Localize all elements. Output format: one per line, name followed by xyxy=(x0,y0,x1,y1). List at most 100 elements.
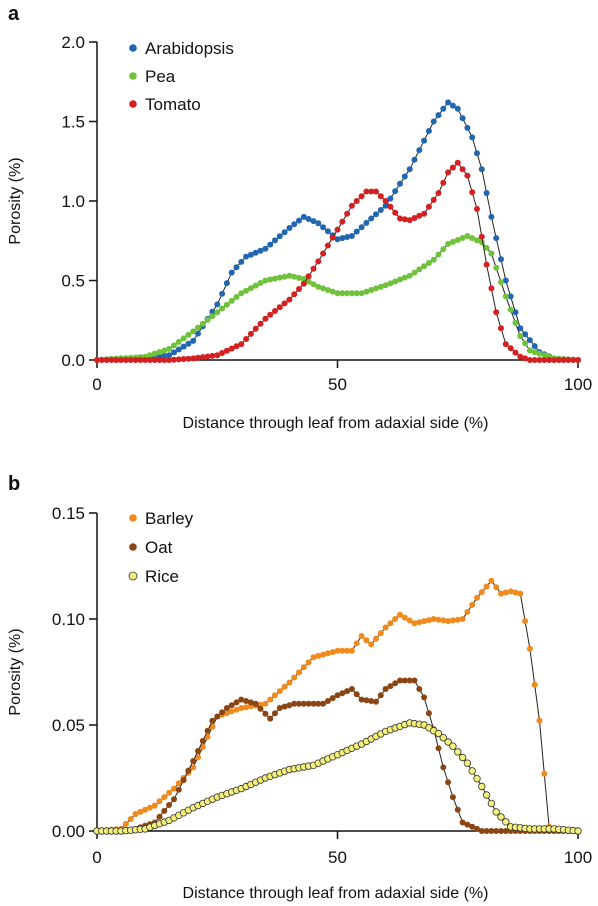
data-point xyxy=(502,341,509,348)
data-point xyxy=(324,650,331,657)
data-point xyxy=(464,124,471,131)
data-point xyxy=(228,702,235,709)
data-point xyxy=(536,350,543,357)
data-point xyxy=(401,274,408,281)
data-point xyxy=(118,357,124,363)
data-point xyxy=(233,343,240,350)
data-point xyxy=(421,263,428,270)
data-point xyxy=(397,611,403,618)
data-point xyxy=(223,301,230,308)
data-point xyxy=(487,799,496,808)
series-rice xyxy=(93,719,582,835)
data-point xyxy=(223,710,230,717)
data-point xyxy=(498,279,504,286)
data-point xyxy=(397,215,403,222)
data-point xyxy=(146,804,153,811)
data-point xyxy=(324,287,331,293)
series-barley xyxy=(94,577,581,834)
data-point xyxy=(296,286,302,292)
data-point xyxy=(300,700,307,707)
data-point xyxy=(454,159,461,166)
data-point xyxy=(430,616,437,622)
data-point xyxy=(334,226,341,233)
data-point xyxy=(219,305,226,312)
data-point xyxy=(546,357,553,363)
data-point xyxy=(517,590,524,597)
data-point xyxy=(478,233,485,240)
data-point xyxy=(339,690,346,697)
data-point xyxy=(459,616,466,622)
data-point xyxy=(445,779,452,786)
y-tick-label: 2.0 xyxy=(61,33,85,52)
data-point xyxy=(459,115,466,122)
data-point xyxy=(305,659,312,666)
data-point xyxy=(329,288,336,295)
data-point xyxy=(204,353,211,360)
data-point xyxy=(440,617,447,624)
data-point xyxy=(469,235,476,242)
data-point xyxy=(425,710,432,717)
data-point xyxy=(324,698,331,704)
data-point xyxy=(223,705,230,711)
data-point xyxy=(440,246,447,253)
data-point xyxy=(195,330,201,337)
data-point xyxy=(348,233,355,239)
data-point xyxy=(411,620,418,627)
data-point xyxy=(190,355,197,362)
legend-marker xyxy=(129,543,137,551)
data-point xyxy=(425,128,432,134)
data-point xyxy=(243,336,250,342)
data-point xyxy=(488,213,495,220)
data-point xyxy=(449,164,456,171)
data-point xyxy=(555,357,562,363)
data-point xyxy=(382,198,389,204)
data-point xyxy=(474,237,480,244)
data-point xyxy=(512,349,519,356)
data-point xyxy=(377,207,384,213)
legend-marker xyxy=(129,44,137,52)
data-point xyxy=(373,698,379,705)
data-point xyxy=(348,202,355,209)
data-point xyxy=(291,700,298,707)
data-point xyxy=(262,710,269,717)
data-point xyxy=(478,782,486,791)
data-point xyxy=(171,796,177,803)
legend-marker xyxy=(128,571,138,581)
data-point xyxy=(233,699,240,706)
data-point xyxy=(483,244,490,251)
data-point xyxy=(171,342,177,349)
data-point xyxy=(507,293,514,300)
data-point xyxy=(300,664,307,671)
data-point xyxy=(397,677,403,684)
data-point xyxy=(291,291,298,298)
data-point xyxy=(434,729,443,738)
data-point xyxy=(137,808,144,815)
x-axis-label: Distance through leaf from adaxial side … xyxy=(183,885,489,902)
data-point xyxy=(329,649,336,656)
data-point xyxy=(161,807,168,814)
data-point xyxy=(214,713,221,720)
data-point xyxy=(406,217,413,224)
data-point xyxy=(339,290,346,297)
data-point xyxy=(522,618,529,625)
legend-marker xyxy=(129,100,137,108)
y-tick-label: 0.05 xyxy=(52,716,85,735)
data-point xyxy=(310,281,317,288)
data-point xyxy=(127,357,134,363)
data-point xyxy=(488,250,495,257)
data-point xyxy=(214,301,221,308)
data-point xyxy=(195,748,201,754)
data-point xyxy=(209,313,216,320)
data-point xyxy=(507,306,514,313)
x-tick-label: 100 xyxy=(564,375,592,394)
data-point xyxy=(377,692,384,699)
data-point xyxy=(257,701,264,708)
data-point xyxy=(344,688,351,695)
data-point xyxy=(363,219,370,226)
data-point xyxy=(324,228,331,235)
data-point xyxy=(493,584,500,591)
data-point xyxy=(570,357,577,363)
data-point xyxy=(247,251,254,258)
data-point xyxy=(296,700,302,707)
